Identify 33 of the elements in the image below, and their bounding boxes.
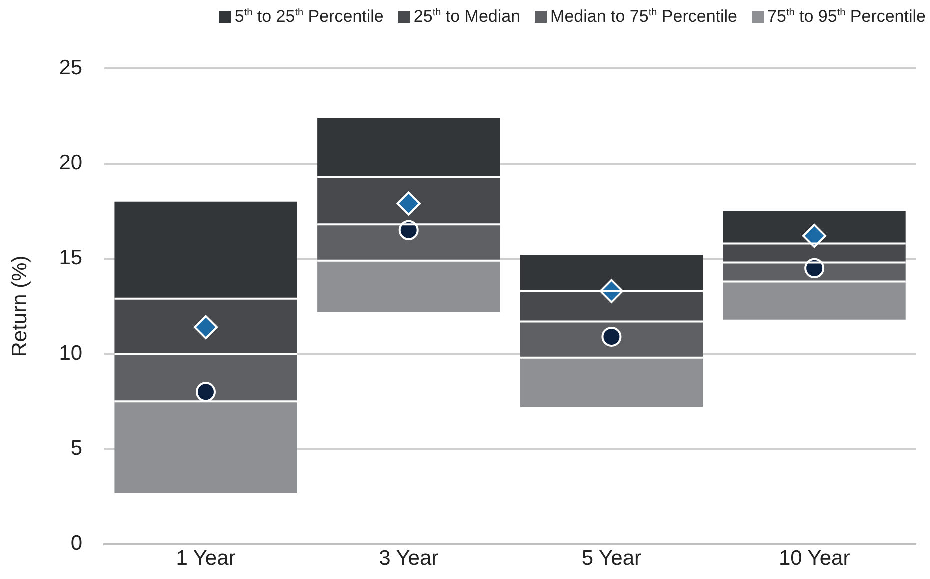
bar [520, 322, 703, 358]
bar [318, 224, 500, 261]
bar [114, 354, 298, 402]
bar [114, 402, 298, 494]
y-tick-label: 10 [59, 342, 83, 365]
bar [520, 358, 703, 408]
legend-label: 25$^{th}$ to Median [414, 7, 521, 27]
legend-label: 75$^{th}$ to 95$^{th}$ Percentile [768, 7, 926, 27]
bar [318, 177, 500, 225]
bar [723, 211, 906, 244]
bar [520, 255, 703, 292]
y-axis-title: Return (%) [8, 256, 32, 358]
bar [114, 298, 298, 354]
legend-label: 5$^{th}$ to 25$^{th}$ Percentile [234, 7, 384, 27]
y-tick-label: 5 [70, 437, 83, 460]
bar [318, 118, 500, 178]
x-tick-label: 10 Year [778, 546, 850, 570]
point [396, 192, 421, 216]
x-tick-label: 5 Year [582, 546, 642, 570]
point [194, 315, 218, 340]
legend-label: Median to 75$^{th}$ Percentile [550, 7, 738, 27]
y-tick-label: 0 [70, 532, 83, 556]
bar [723, 282, 906, 320]
bar [114, 202, 298, 299]
y-tick-label: 15 [59, 246, 83, 270]
x-tick-label: 3 Year [379, 546, 439, 570]
point [802, 224, 827, 248]
bar [318, 260, 500, 312]
x-tick-label: 1 Year [176, 546, 236, 570]
point [196, 382, 216, 402]
y-tick-label: 25 [59, 56, 83, 80]
y-tick-label: 20 [59, 152, 83, 175]
point [602, 326, 622, 347]
